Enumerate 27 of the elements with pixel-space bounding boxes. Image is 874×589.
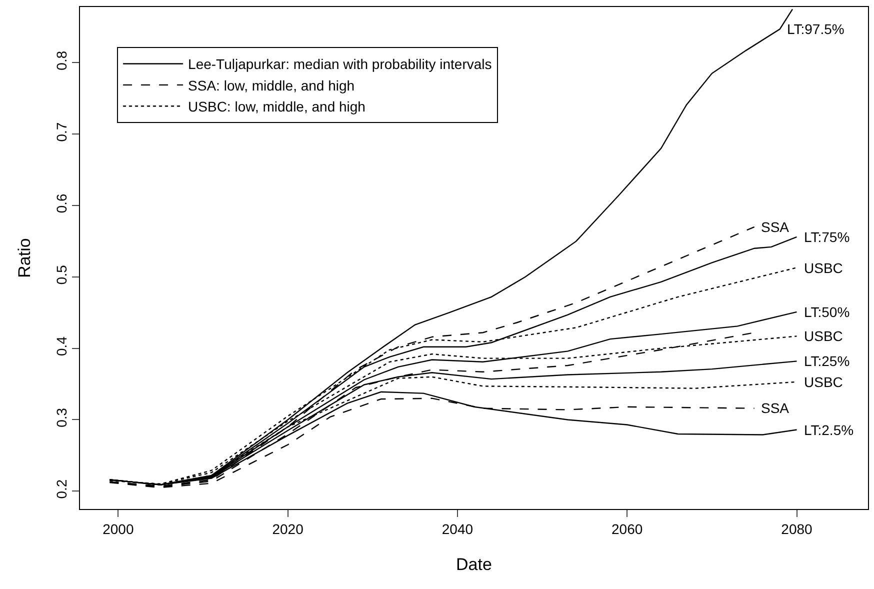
y-tick-label: 0.6	[53, 193, 70, 214]
annotation: USBC	[804, 374, 843, 390]
annotation: LT:25%	[804, 353, 850, 369]
y-tick-label: 0.5	[53, 264, 70, 285]
legend-label: SSA: low, middle, and high	[188, 77, 355, 94]
legend-label: Lee-Tuljapurkar: median with probability intervals	[188, 56, 492, 72]
annotation: SSA	[761, 219, 790, 235]
annotation: USBC	[804, 328, 843, 344]
x-tick-label: 2040	[442, 520, 474, 537]
y-axis-title: Ratio	[14, 238, 34, 278]
x-tick-label: 2080	[781, 520, 813, 537]
annotation: LT:50%	[804, 304, 850, 320]
annotation: LT:75%	[804, 229, 850, 245]
x-tick-label: 2000	[102, 520, 134, 537]
y-tick-label: 0.7	[53, 122, 70, 142]
y-tick-label: 0.3	[53, 408, 70, 428]
annotation: SSA	[761, 400, 790, 416]
y-tick-label: 0.8	[53, 50, 70, 70]
annotation: USBC	[804, 260, 843, 276]
x-axis-title: Date	[456, 555, 492, 574]
annotation: LT:2.5%	[804, 422, 854, 438]
annotation: LT:97.5%	[787, 21, 844, 37]
y-tick-label: 0.2	[53, 479, 70, 499]
x-tick-label: 2020	[272, 520, 304, 537]
x-tick-label: 2060	[612, 520, 643, 537]
y-tick-label: 0.4	[53, 336, 70, 356]
legend-label: USBC: low, middle, and high	[188, 98, 366, 115]
